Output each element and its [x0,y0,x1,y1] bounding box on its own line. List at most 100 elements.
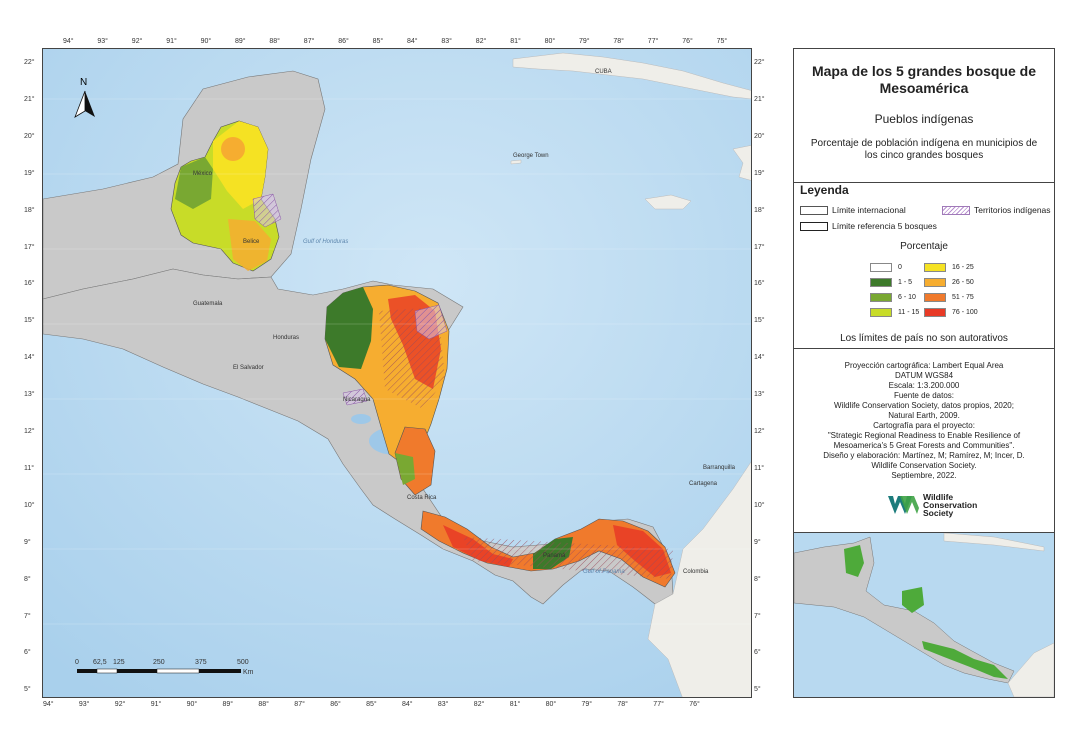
coordinate-tick: 79° [579,38,590,45]
coordinate-tick: 20° [754,132,765,140]
coordinate-tick: 11° [24,464,35,472]
coordinate-tick: 5° [24,686,31,694]
coordinate-tick: 87° [303,38,315,45]
credits-line: Escala: 1:3.200.000 [888,381,960,390]
percent-class: 11 - 15 [870,308,919,317]
boundaries-notice: Los límites de país no son autorativos [840,333,1008,344]
percent-class: 51 - 75 [924,293,974,302]
coordinate-tick: 89° [235,38,246,45]
moskitia-indigenous [414,304,448,340]
coordinate-tick: 6° [754,649,761,657]
coordinate-tick: 16° [754,280,765,288]
forest-maya-hot [221,137,245,161]
credits-line: Proyección cartográfica: Lambert Equal A… [844,361,1004,370]
credits-text: Proyección cartográfica: Lambert Equal A… [794,361,1054,481]
legend-international-boundary: Límite internacional [800,205,906,215]
percent-class-swatch [870,263,892,272]
percent-class-label: 1 - 5 [898,279,913,286]
coordinate-tick: 13° [754,391,765,399]
coordinate-tick: 20° [24,132,35,140]
credits-line: Cartografía para el proyecto: [873,421,975,430]
inset-south-america [1007,642,1054,697]
coordinate-tick: 18° [24,206,35,214]
coordinate-tick: 90° [186,701,198,708]
inset-forests [844,545,1008,679]
legend-indigenous-territories: Territorios indígenas [942,205,1051,215]
coordinate-tick: 11° [754,464,765,472]
indigenous-hatch-swatch [942,205,970,215]
legend-label: Límite internacional [832,205,906,215]
forest-indiomaiz-green [395,453,415,485]
coordinate-tick: 9° [24,538,31,546]
scale-label: 125 [113,659,125,666]
credits-line: Septiembre, 2022. [891,471,957,480]
inset-map-canvas[interactable] [794,533,1054,697]
inset-map[interactable] [794,533,1054,697]
coordinate-tick: 82° [473,701,485,708]
credits-line: "Strategic Regional Readiness to Enable … [827,431,1021,440]
scale-label: 0 [75,659,79,666]
label-guatemala: Guatemala [193,301,223,307]
scale-label: 500 [237,659,249,666]
logo-line: Society [923,508,954,518]
percent-class-label: 11 - 15 [898,309,920,316]
coordinate-tick: 92° [114,701,126,708]
coordinate-tick: 80° [544,38,556,45]
north-arrow-icon [74,90,95,118]
credits-line: Wildlife Conservation Society, datos pro… [834,401,1014,410]
percent-class-swatch [870,293,892,302]
percent-class-swatch [924,263,946,272]
credits-line: Wildlife Conservation Society. [871,461,977,470]
percent-class: 16 - 25 [924,263,974,272]
coordinate-tick: 21° [754,95,765,103]
coordinate-tick: 88° [258,701,269,708]
coordinate-tick: 82° [475,38,487,45]
coordinate-tick: 12° [754,428,765,435]
map-frame[interactable]: N 0 62,5 125 250 375 500 Km México Belic… [42,48,752,698]
coordinate-tick: 83° [437,701,449,708]
label-gulf-honduras: Gulf of Honduras [303,239,349,245]
percent-class-label: 26 - 50 [952,279,974,286]
label-barranquilla: Barranquilla [703,465,736,471]
percent-class-label: 16 - 25 [952,264,974,271]
coordinate-tick: 14° [24,354,35,362]
coordinate-tick: 91° [166,38,177,45]
credits-line: Fuente de datos: [893,391,955,400]
coordinate-tick: 5° [754,686,761,694]
coordinate-tick: 88° [269,38,280,45]
credits-line: DATUM WGS84 [894,371,954,380]
label-mexico: México [193,171,213,177]
percent-class-swatch [870,278,892,287]
wcs-logo-text: Wildlife Conservation Society [923,492,977,518]
label-belice: Belice [243,239,260,245]
percent-class-swatch [924,308,946,317]
map-canvas[interactable]: N [43,49,752,698]
cayman-islands [510,159,522,165]
coordinate-tick: 93° [78,701,90,708]
scale-label: 375 [195,659,207,666]
coordinate-tick: 77° [653,701,664,708]
lenca-indigenous [342,388,368,406]
percent-class-label: 51 - 75 [952,294,974,301]
north-label: N [80,77,87,88]
credits-line: Mesoamerica's 5 Great Forests and Commun… [833,441,1015,450]
coordinate-tick: 8° [24,575,31,583]
percent-class-label: 6 - 10 [898,294,916,301]
percent-class: 6 - 10 [870,293,916,302]
label-cartagena: Cartagena [689,481,718,487]
coordinate-tick: 90° [200,38,212,45]
coordinate-tick: 76° [682,38,693,45]
logo-line: Wildlife [923,492,954,502]
colombia-landmass [647,461,751,697]
jamaica [644,194,692,210]
coordinate-tick: 17° [24,243,35,251]
coordinate-tick: 13° [24,391,35,399]
coordinate-tick: 78° [613,38,624,45]
coordinate-tick: 14° [754,354,765,362]
haiti [732,145,751,181]
coordinate-tick: 15° [754,317,765,325]
legend-label: Territorios indígenas [974,205,1051,215]
label-honduras: Honduras [273,335,300,341]
percent-class-label: 0 [898,264,902,271]
inset-cuba [943,533,1045,552]
